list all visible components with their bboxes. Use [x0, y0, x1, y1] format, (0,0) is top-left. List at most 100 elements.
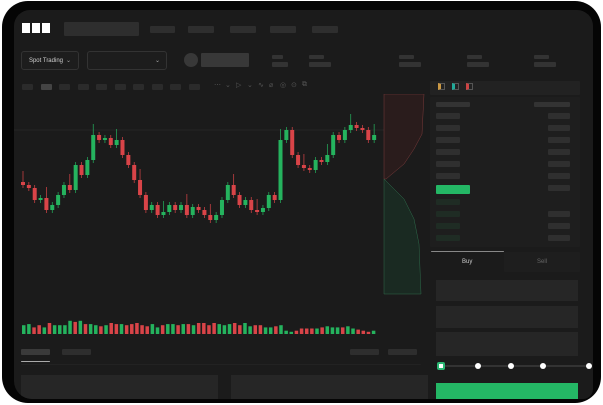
chart-tool-icon[interactable]: ∿	[258, 82, 264, 89]
nav-item[interactable]	[150, 26, 175, 33]
chart-tool-icon[interactable]: ▷	[236, 82, 242, 89]
candle	[342, 130, 347, 140]
nav-item[interactable]	[312, 26, 338, 33]
volume-bar	[166, 324, 170, 334]
ask-amount	[548, 185, 570, 191]
leverage-slider-track[interactable]	[440, 365, 590, 367]
chart-tool-icon[interactable]: ⋯	[214, 82, 221, 89]
timeframe-button[interactable]	[133, 84, 144, 90]
candle	[44, 198, 49, 210]
orderbook-view-asks-icon[interactable]	[466, 83, 473, 90]
divider	[21, 364, 421, 365]
volume-bar	[104, 325, 108, 334]
ask-price	[436, 173, 460, 179]
candle	[73, 165, 78, 190]
volume-bar	[279, 325, 283, 334]
volume-bar	[268, 327, 273, 334]
timeframe-button[interactable]	[96, 84, 107, 90]
candle	[360, 128, 365, 130]
ask-price	[436, 137, 460, 143]
tab-order-history[interactable]	[62, 349, 91, 355]
volume-bar	[124, 325, 129, 334]
candle	[67, 185, 72, 190]
candle	[354, 125, 359, 128]
volume-bar	[330, 327, 335, 334]
volume-bar	[78, 320, 83, 334]
timeframe-button[interactable]	[170, 84, 181, 90]
candle	[272, 195, 277, 200]
candle	[208, 215, 213, 220]
orderbook-view-both-icon[interactable]	[438, 83, 445, 90]
chart-tool-icon[interactable]: ⧉	[302, 81, 307, 88]
timeframe-button[interactable]	[77, 84, 89, 90]
volume-bar	[63, 325, 67, 334]
volume-bar	[155, 327, 160, 334]
candle	[143, 195, 148, 210]
chart-tool-icon[interactable]: ⌄	[247, 82, 253, 89]
candle	[237, 195, 242, 205]
volume-bar	[32, 327, 36, 334]
slider-step[interactable]	[540, 363, 546, 369]
candle	[50, 205, 55, 210]
candle	[179, 205, 184, 210]
stat-label	[534, 55, 550, 59]
timeframe-button[interactable]	[22, 84, 33, 90]
volume-bar	[356, 329, 360, 334]
candle	[26, 185, 31, 188]
timeframe-button[interactable]	[151, 84, 163, 90]
chevron-down-icon: ⌄	[66, 58, 72, 64]
ask-amount	[548, 113, 570, 119]
stat-label	[272, 55, 284, 59]
price-chart[interactable]	[14, 94, 434, 344]
chart-tool-icon[interactable]: ⊙	[291, 82, 297, 89]
total-input[interactable]	[436, 332, 578, 356]
volume-bar	[186, 324, 191, 334]
tab-buy[interactable]: Buy	[462, 259, 473, 265]
timeframe-button[interactable]	[40, 84, 52, 90]
price-input[interactable]	[436, 280, 578, 301]
volume-bar	[47, 323, 52, 334]
pair-selector[interactable]: ⌄	[87, 51, 167, 70]
search-bar[interactable]	[64, 22, 139, 36]
market-selector[interactable]: Spot Trading ⌄	[21, 51, 79, 70]
slider-step[interactable]	[508, 363, 514, 369]
chart-tool-icon[interactable]: ◎	[280, 82, 287, 89]
candle	[21, 182, 25, 185]
volume-bar	[238, 325, 242, 334]
stat-label	[399, 55, 415, 59]
tab-sell[interactable]: Sell	[537, 259, 548, 265]
orderbook-view-bids-icon[interactable]	[452, 83, 459, 90]
volume-bar	[299, 328, 304, 334]
volume-bar	[371, 330, 376, 334]
bid-amount	[548, 235, 570, 241]
leverage-slider-handle[interactable]	[437, 362, 445, 370]
candle	[126, 155, 131, 165]
chart-tool-icon[interactable]: ⌀	[269, 82, 274, 89]
filter-button[interactable]	[350, 349, 379, 355]
volume-bar	[150, 324, 155, 334]
candle	[260, 208, 265, 212]
candle	[32, 188, 37, 200]
volume-bar	[351, 328, 355, 334]
timeframe-button[interactable]	[114, 84, 126, 90]
slider-step[interactable]	[586, 363, 592, 369]
nav-item[interactable]	[230, 26, 256, 33]
volume-bar	[289, 331, 294, 334]
candle	[313, 160, 318, 170]
filter-button[interactable]	[388, 349, 417, 355]
amount-input[interactable]	[436, 306, 578, 328]
buy-button[interactable]	[436, 383, 578, 399]
timeframe-button[interactable]	[188, 84, 200, 90]
timeframe-button[interactable]	[59, 84, 70, 90]
volume-bar	[68, 320, 72, 334]
orderbook-header-amount	[534, 102, 570, 107]
nav-item[interactable]	[270, 26, 296, 33]
slider-step[interactable]	[475, 363, 481, 369]
tab-open-orders[interactable]	[21, 349, 50, 355]
ask-amount	[548, 149, 570, 155]
okx-logo[interactable]	[22, 23, 52, 34]
nav-item[interactable]	[188, 26, 214, 33]
chart-tool-icon[interactable]: ⌄	[225, 82, 231, 89]
candle	[196, 207, 201, 210]
